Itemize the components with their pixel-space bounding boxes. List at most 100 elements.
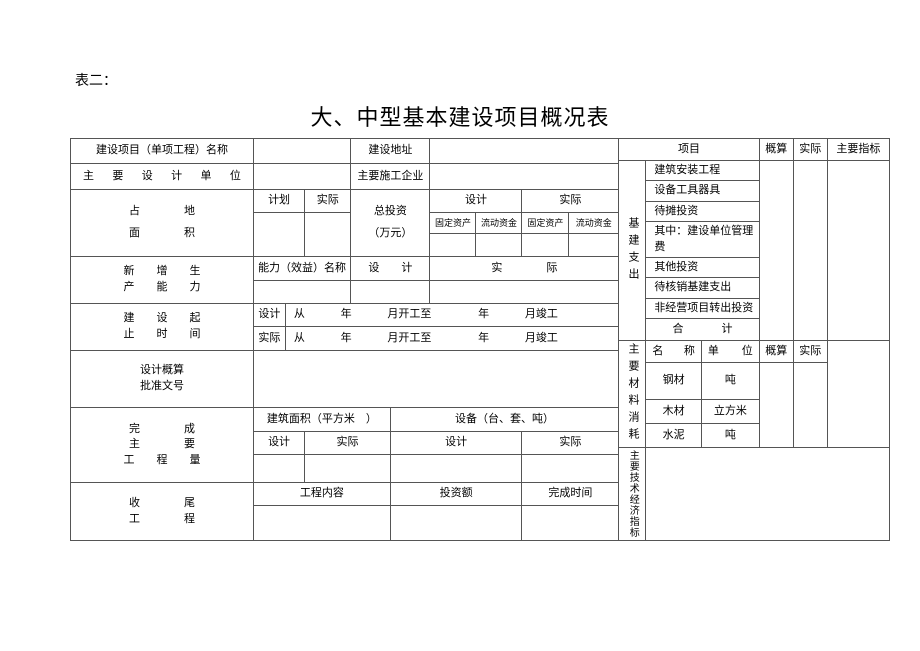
liquid2: 流动资金 <box>569 213 619 234</box>
m-budget-val <box>759 363 793 448</box>
eq-design: 设计 <box>390 431 522 455</box>
app-l1: 设计概算 <box>75 363 249 378</box>
actual2-h: 实际 <box>522 189 619 213</box>
design-unit-value <box>253 164 350 189</box>
fixed1: 固定资产 <box>430 213 476 234</box>
e-r8: 合 计 <box>646 319 759 341</box>
e-indicator <box>827 161 889 341</box>
land-l2: 面 积 <box>75 226 249 241</box>
table-wrapper: 建设项目（单项工程）名称 建设地址 主要设计单位 主要施工企业 占 地 面 积 <box>70 138 890 541</box>
tail-content-h: 工程内容 <box>253 482 390 506</box>
project-name-value <box>253 139 350 164</box>
m-unit-h: 单位 <box>701 341 759 363</box>
tail-amount-val <box>390 506 522 541</box>
m1n: 钢材 <box>646 363 702 400</box>
actual-label: 实际 <box>305 189 351 213</box>
m1u: 吨 <box>701 363 759 400</box>
liquid1: 流动资金 <box>476 213 522 234</box>
per-actual: 实际 <box>253 327 285 351</box>
budget-h: 概算 <box>759 139 793 161</box>
ba-design-val <box>253 455 304 483</box>
e-r2: 设备工具器具 <box>646 181 759 201</box>
tail-l1: 收 尾 <box>75 496 249 511</box>
actual-h: 实际 <box>793 139 827 161</box>
p2-year: 年 <box>341 332 352 344</box>
ability-label: 能力（效益）名称 <box>253 257 350 281</box>
p2-year2: 年 <box>478 332 489 344</box>
per-design: 设计 <box>253 303 285 327</box>
addr-value <box>430 139 619 164</box>
approve-val <box>253 350 618 408</box>
equip-h: 设备（台、套、吨） <box>390 408 618 432</box>
ability-val <box>253 280 350 303</box>
ba-actual: 实际 <box>305 431 391 455</box>
capacity-label: 新 增 生 产 能 力 <box>71 257 254 304</box>
cap-actual-val <box>430 280 619 303</box>
left-table: 建设项目（单项工程）名称 建设地址 主要设计单位 主要施工企业 占 地 面 积 <box>70 138 619 541</box>
indicator-h: 主要指标 <box>827 139 889 161</box>
land-label: 占 地 面 积 <box>71 189 254 256</box>
m2n: 木材 <box>646 400 702 424</box>
tail-label: 收 尾 工 程 <box>71 482 254 540</box>
right-table: 项目 概算 实际 主要指标 基建支出 建筑安装工程 设备工具器具 待摊投资 其中… <box>619 138 890 541</box>
m3n: 水泥 <box>646 424 702 448</box>
liquid1-val <box>476 233 522 256</box>
fin-l2: 主 要 <box>75 437 249 452</box>
m-actual-h: 实际 <box>793 341 827 363</box>
ba-design: 设计 <box>253 431 304 455</box>
page: 表二： 大、中型基本建设项目概况表 建设项目（单项工程）名称 建设地址 主要设计… <box>0 0 920 651</box>
cap-design-val <box>351 280 430 303</box>
per-actual-text: 从 年 月开工至 年 月竣工 <box>285 327 618 351</box>
expense-v: 基建支出 <box>619 161 646 341</box>
tail-l2: 工 程 <box>75 512 249 527</box>
constr-unit-value <box>430 164 619 189</box>
per-l1: 建 设 起 <box>75 311 249 326</box>
mat-v: 主要材料消耗 <box>619 341 646 448</box>
fixed2: 固定资产 <box>522 213 569 234</box>
p2-from: 从 <box>294 332 305 344</box>
p-year: 年 <box>341 308 352 320</box>
ti-l2: （万元） <box>355 226 425 241</box>
page-title: 大、中型基本建设项目概况表 <box>30 100 890 132</box>
e-r4: 其中：建设单位管理费 <box>646 222 759 258</box>
econ-val <box>646 448 890 541</box>
constr-unit-label: 主要施工企业 <box>351 164 430 189</box>
liquid2-val <box>569 233 619 256</box>
actual-val <box>305 213 351 257</box>
tail-content-val <box>253 506 390 541</box>
p2-end: 月竣工 <box>525 332 558 344</box>
tail-time-val <box>522 506 619 541</box>
tail-amount-h: 投资额 <box>390 482 522 506</box>
ti-l1: 总投资 <box>355 204 425 219</box>
cap-l2: 产 能 力 <box>75 280 249 295</box>
m-indicator <box>827 341 889 448</box>
p-start: 月开工至 <box>387 308 431 320</box>
design-h: 设计 <box>430 189 522 213</box>
e-r1: 建筑安装工程 <box>646 161 759 181</box>
econ-v: 主要技术经济指标 <box>619 448 646 541</box>
eq-actual-val <box>522 455 619 483</box>
build-area-h: 建筑面积（平方米 ） <box>253 408 390 432</box>
project-name-label: 建设项目（单项工程）名称 <box>71 139 254 164</box>
e-r3: 待摊投资 <box>646 201 759 221</box>
p-from: 从 <box>294 308 305 320</box>
finish-label: 完 成 主 要 工 程 量 <box>71 408 254 483</box>
plan-val <box>253 213 304 257</box>
cap-l1: 新 增 生 <box>75 264 249 279</box>
per-l2: 止 时 间 <box>75 327 249 342</box>
period-label: 建 设 起 止 时 间 <box>71 303 254 350</box>
m3u: 吨 <box>701 424 759 448</box>
cap-actual: 实 际 <box>430 257 619 281</box>
p2-start: 月开工至 <box>387 332 431 344</box>
plan-label: 计划 <box>253 189 304 213</box>
addr-label: 建设地址 <box>351 139 430 164</box>
item-h: 项目 <box>619 139 759 161</box>
e-r6: 待核销基建支出 <box>646 278 759 298</box>
cap-design: 设 计 <box>351 257 430 281</box>
per-design-text: 从 年 月开工至 年 月竣工 <box>285 303 618 327</box>
fixed2-val <box>522 233 569 256</box>
eq-actual: 实际 <box>522 431 619 455</box>
ba-actual-val <box>305 455 391 483</box>
m-budget-h: 概算 <box>759 341 793 363</box>
m-actual-val <box>793 363 827 448</box>
